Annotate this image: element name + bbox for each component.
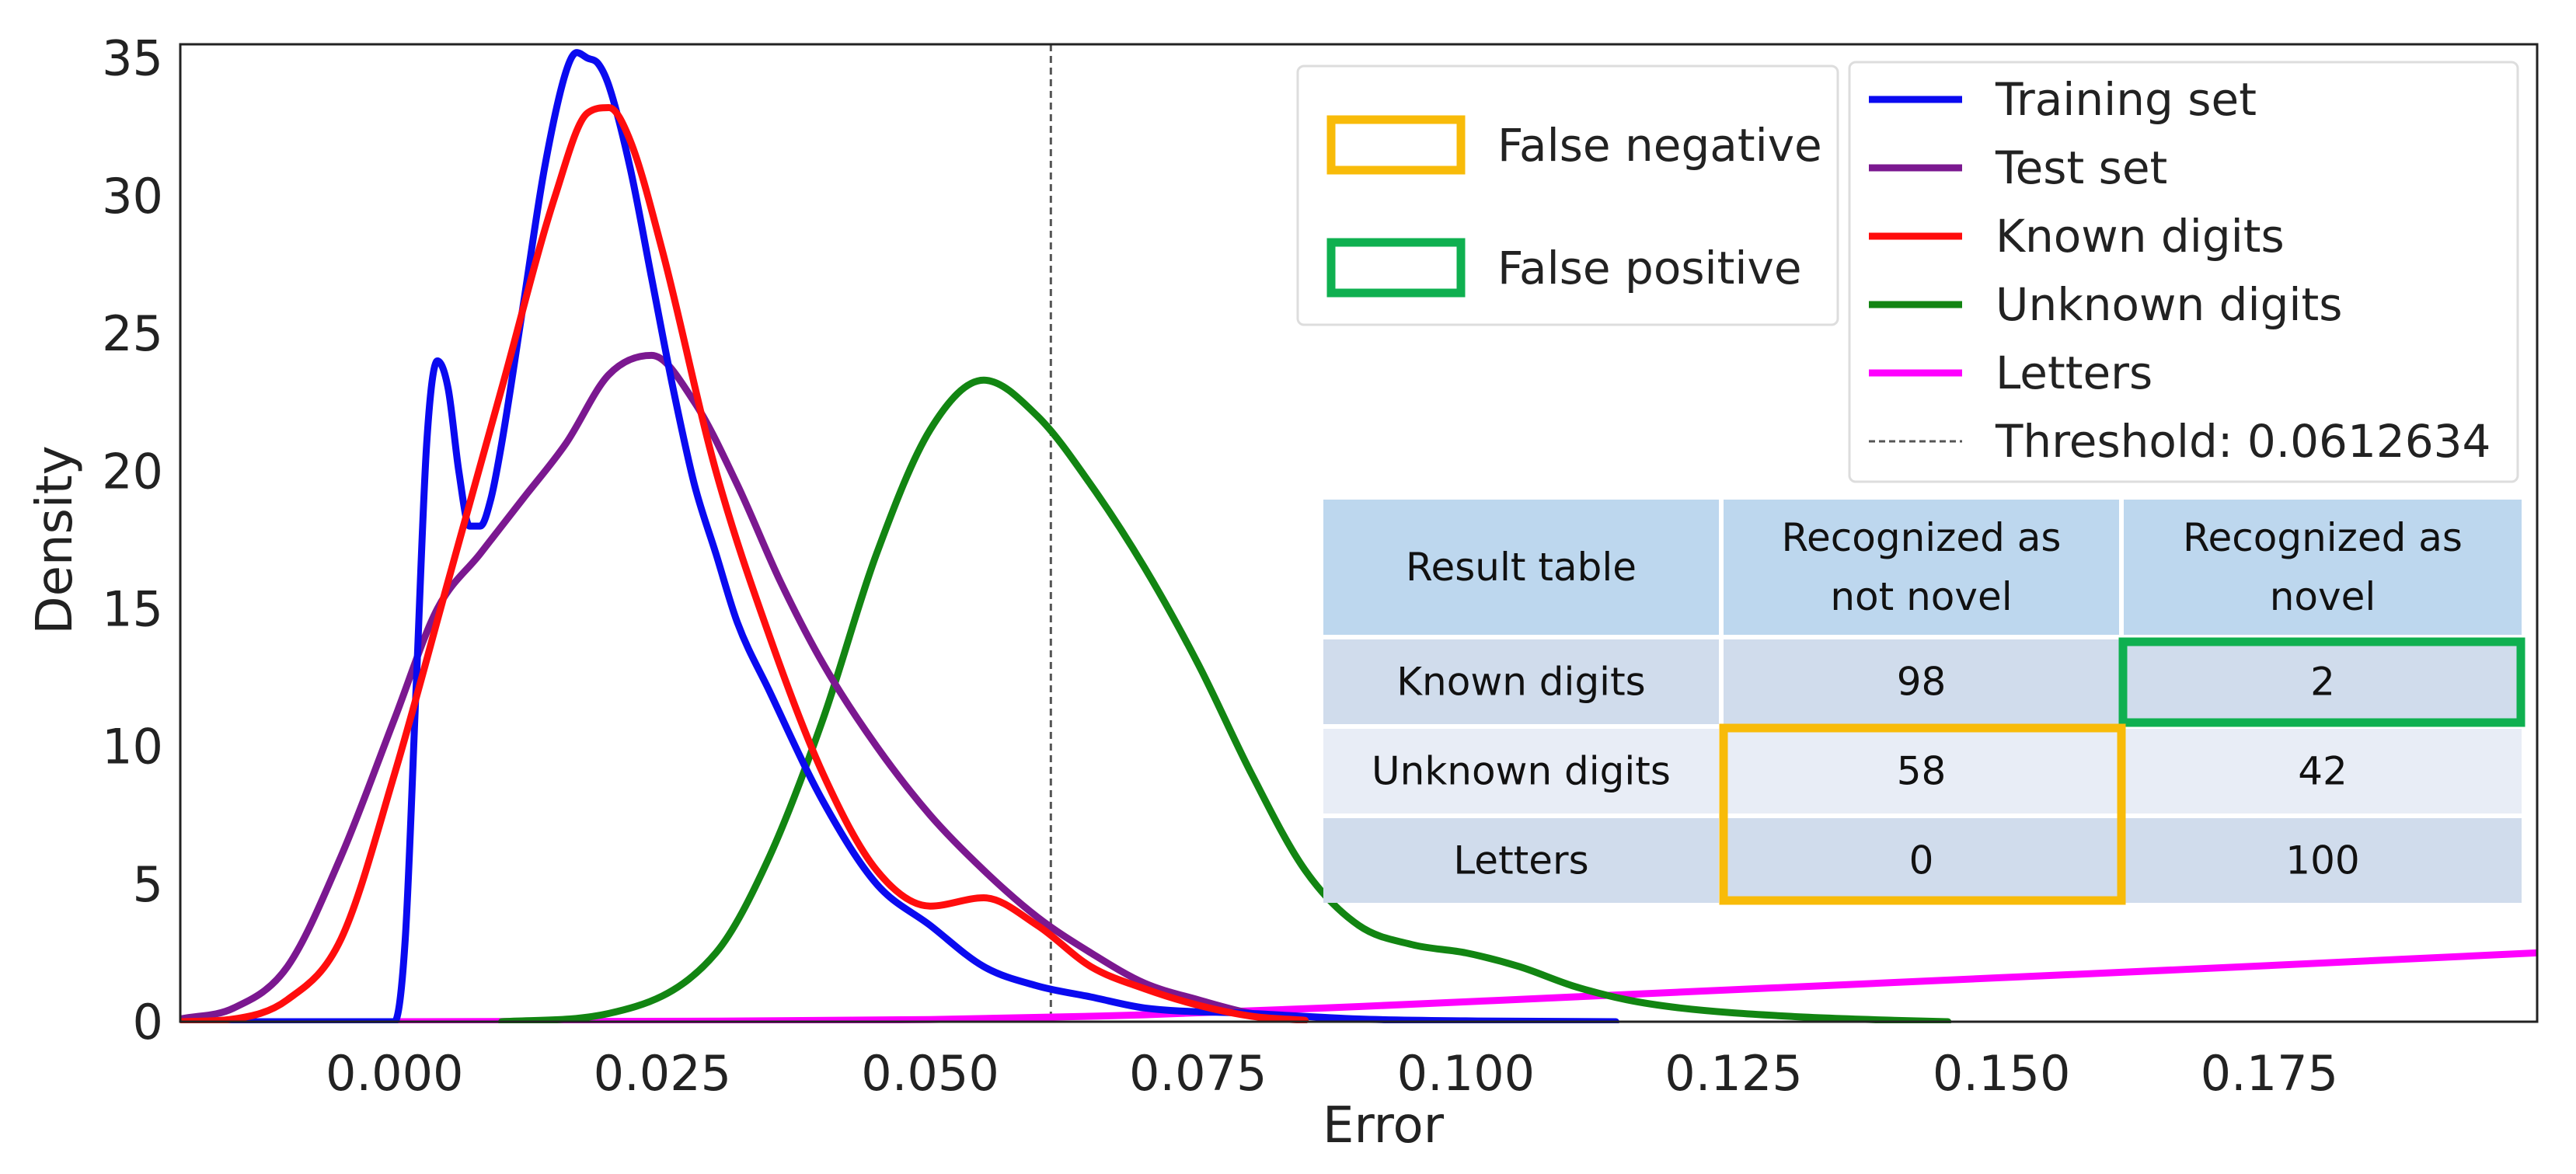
series-line-unknown-digits (498, 376, 1952, 1023)
y-axis-label: Density (26, 445, 84, 634)
y-tick-label: 0 (133, 994, 163, 1050)
false-positive-highlight (2118, 637, 2525, 727)
x-tick-label: 0.175 (2201, 1045, 2339, 1102)
table-header-cell (1724, 500, 2119, 635)
table-header-text: Recognized as (1782, 515, 2062, 560)
result-table: Result table Recognized as not novel Recogn… (1323, 500, 2525, 905)
series-line-known-digits (180, 104, 1309, 1023)
table-cell-text: Unknown digits (1372, 749, 1671, 794)
table-header-text: Recognized as (2183, 515, 2463, 560)
table-cell-text: 58 (1897, 749, 1947, 794)
series-legend: Training set Test set Known digits Unknown … (1848, 61, 2519, 483)
table-cell (2124, 639, 2522, 724)
x-axis-label: Error (1323, 1097, 1445, 1155)
marker-legend-box (1296, 64, 1839, 326)
table-cell-text: 2 (2310, 660, 2335, 705)
table-cell-text: 42 (2298, 749, 2348, 794)
y-tick-label: 20 (102, 443, 163, 500)
table-cell (1724, 639, 2119, 724)
table-header-cell (1323, 500, 1719, 635)
y-tick-label: 30 (102, 168, 163, 225)
marker-legend: False negative False positive (1296, 64, 1839, 326)
x-tick-label: 0.025 (594, 1045, 732, 1102)
table-cell-text: 98 (1897, 660, 1947, 705)
legend-label-known-digits: Known digits (1996, 210, 2285, 263)
x-tick-label: 0.000 (326, 1045, 464, 1102)
x-tick-label: 0.100 (1397, 1045, 1535, 1102)
table-cell-text: 0 (1909, 838, 1934, 883)
table-header-text: not novel (1830, 574, 2012, 619)
table-header-text: Result table (1406, 545, 1637, 590)
y-tick-label: 10 (102, 719, 163, 775)
y-tick-label: 35 (102, 30, 163, 87)
series-line-training-set (180, 49, 1619, 1023)
legend-label-unknown-digits: Unknown digits (1996, 278, 2343, 331)
legend-label-letters: Letters (1996, 347, 2152, 399)
table-cell (1724, 729, 2119, 813)
marker-label-false-negative: False negative (1497, 119, 1822, 172)
table-header-text: novel (2270, 574, 2376, 619)
plot-frame (179, 43, 2539, 1023)
legend-label-test-set: Test set (1995, 141, 2167, 194)
table-cell-text: Known digits (1396, 660, 1645, 705)
table-cell-text: 100 (2285, 838, 2359, 883)
table-cell (1323, 818, 1719, 903)
table-cell (1323, 729, 1719, 813)
marker-label-false-positive: False positive (1497, 242, 1802, 294)
axes: 0.000 0.025 0.050 0.075 0.100 0.125 0.150 0.175… (102, 30, 2539, 1102)
x-tick-label: 0.050 (861, 1045, 999, 1102)
table-cell (2124, 729, 2522, 813)
false-negative-highlight (1719, 723, 2126, 905)
table-cell (1724, 818, 2119, 903)
x-tick-label: 0.150 (1933, 1045, 2071, 1102)
table-cell (1323, 639, 1719, 724)
series-legend-box (1848, 61, 2519, 483)
y-tick-label: 15 (102, 580, 163, 637)
legend-label-training-set: Training set (1995, 73, 2257, 126)
table-header-cell (2124, 500, 2522, 635)
x-tick-label: 0.125 (1664, 1045, 1803, 1102)
table-cell (2124, 818, 2522, 903)
x-tick-label: 0.075 (1129, 1045, 1267, 1102)
y-tick-label: 5 (133, 856, 163, 913)
table-cell-text: Letters (1453, 838, 1588, 883)
marker-swatch-false-positive (1326, 238, 1466, 298)
legend-label-threshold: Threshold: 0.0612634 (1995, 415, 2491, 468)
y-tick-label: 25 (102, 305, 163, 362)
marker-swatch-false-negative (1326, 115, 1466, 175)
